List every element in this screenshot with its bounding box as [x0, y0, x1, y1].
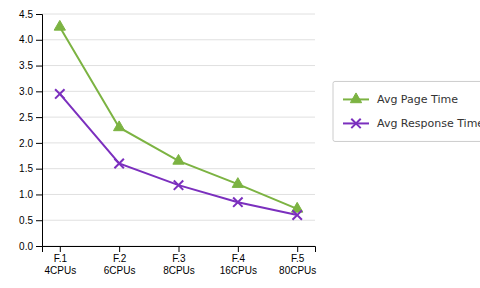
legend-box [333, 81, 480, 141]
y-tick: 1.0 [19, 189, 42, 200]
y-tick-label: 2.0 [19, 138, 33, 149]
grid-line [42, 220, 315, 221]
x-tick-label-line: F.2 [113, 253, 127, 264]
y-tick: 2.5 [19, 112, 42, 123]
series-marker [114, 121, 125, 131]
x-tick-label-line: 8CPUs [163, 265, 195, 276]
x-tick-label-line: 80CPUs [279, 265, 316, 276]
x-tick-label-line: 16CPUs [220, 265, 257, 276]
y-axis: 0.0 0.5 1.0 1.5 2.0 2.5 3.0 3.5 4.0 4.5 [19, 9, 42, 252]
series-marker [114, 159, 123, 168]
series-marker [292, 210, 301, 219]
y-tick-mark [36, 169, 42, 170]
series-marker [233, 197, 242, 206]
y-tick-label: 4.0 [19, 34, 33, 45]
x-tick-label: F.580CPUs [279, 253, 316, 276]
y-tick-mark [36, 143, 42, 144]
y-tick-mark [36, 117, 42, 118]
x-tick: F.26CPUs [104, 246, 136, 276]
x-tick-label-line: F.3 [172, 253, 186, 264]
y-tick: 3.0 [19, 86, 42, 97]
plot: 0.00.51.01.52.02.53.03.54.04.5F.14CPUsF.… [19, 9, 316, 276]
y-tick-mark [36, 66, 42, 67]
legend-label: Avg Response Time [377, 117, 480, 130]
grid-line [42, 142, 315, 143]
y-tick-mark [36, 91, 42, 92]
x-axis-line [43, 247, 316, 253]
grid-line [42, 39, 315, 40]
grid-line [42, 91, 315, 92]
series-line [60, 27, 297, 209]
x-tick-mark [60, 246, 61, 252]
y-tick-mark [36, 194, 42, 195]
y-tick: 4.0 [19, 34, 42, 45]
x-tick-mark [119, 246, 120, 252]
x-tick-label: F.416CPUs [220, 253, 257, 276]
series-marker [232, 178, 243, 188]
y-tick-label: 2.5 [19, 112, 33, 123]
grid-line [42, 194, 315, 195]
x-axis: F.14CPUs F.26CPUs F.38CPUs F.416CPUs F.580CP… [43, 246, 317, 276]
x-tick-label-line: F.4 [232, 253, 246, 264]
x-tick-label-line: F.5 [291, 253, 305, 264]
y-tick-label: 0.0 [19, 241, 33, 252]
y-tick-label: 0.5 [19, 215, 33, 226]
series-line [60, 94, 297, 215]
y-tick-mark [36, 40, 42, 41]
legend-label: Avg Page Time [377, 93, 458, 106]
legend: Avg Page Time Avg Response Time [333, 81, 480, 141]
x-tick-label: F.14CPUs [44, 253, 76, 276]
x-tick-label-line: 6CPUs [104, 265, 136, 276]
x-tick: F.580CPUs [279, 246, 316, 276]
marks [54, 20, 303, 219]
y-tick: 0.5 [19, 215, 42, 226]
x-tick: F.416CPUs [220, 246, 257, 276]
chart: 0.00.51.01.52.02.53.03.54.04.5F.14CPUsF.… [0, 0, 480, 288]
grid-line [42, 168, 315, 169]
x-tick-label: F.26CPUs [104, 253, 136, 276]
y-tick-mark [36, 220, 42, 221]
legend-marker [350, 93, 361, 103]
y-tick-label: 3.0 [19, 86, 33, 97]
y-tick-mark [36, 246, 42, 247]
y-axis-line [36, 15, 43, 247]
y-tick-label: 1.5 [19, 163, 33, 174]
y-tick-label: 1.0 [19, 189, 33, 200]
x-tick-mark [297, 246, 298, 252]
grid-line [42, 117, 315, 118]
legend-item: Avg Response Time [343, 117, 480, 130]
grid-line [42, 14, 315, 15]
legend-marker [351, 119, 360, 128]
series-marker [173, 154, 184, 164]
legend-item: Avg Page Time [343, 93, 458, 106]
x-tick-label-line: 4CPUs [44, 265, 76, 276]
grid [42, 14, 315, 246]
x-tick: F.38CPUs [163, 246, 195, 276]
y-tick-label: 3.5 [19, 60, 33, 71]
y-tick: 2.0 [19, 138, 42, 149]
y-tick: 4.5 [19, 9, 42, 20]
y-tick: 3.5 [19, 60, 42, 71]
series-marker [174, 180, 183, 189]
x-tick-mark [179, 246, 180, 252]
x-tick-label: F.38CPUs [163, 253, 195, 276]
y-tick: 0.0 [19, 241, 42, 252]
x-tick: F.14CPUs [44, 246, 76, 276]
y-tick-mark [36, 14, 42, 15]
y-tick-label: 4.5 [19, 9, 33, 20]
series-marker [54, 20, 65, 30]
x-tick-mark [238, 246, 239, 252]
series-marker [55, 89, 64, 98]
x-tick-label-line: F.1 [54, 253, 68, 264]
y-tick: 1.5 [19, 163, 42, 174]
